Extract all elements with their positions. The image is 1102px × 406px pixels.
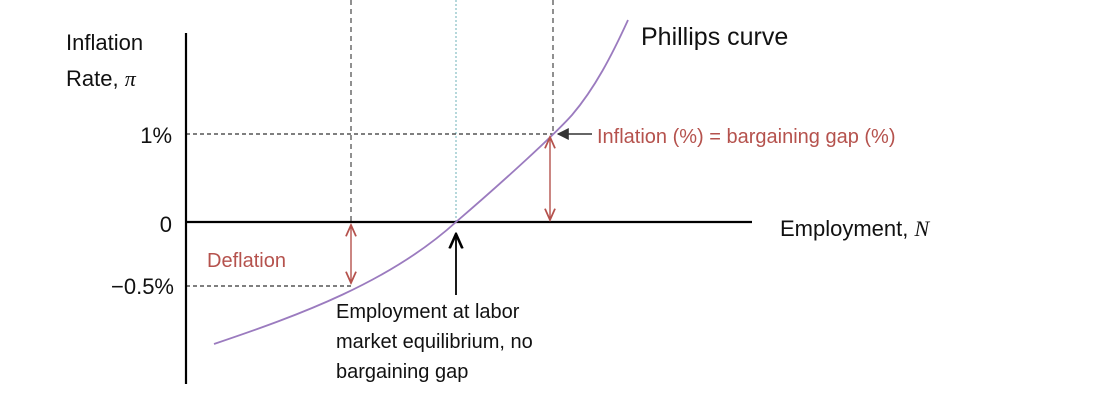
tick-label-minus-half: −0.5%	[111, 274, 174, 299]
x-axis-label: Employment, N	[780, 216, 931, 241]
equilibrium-label-line1: Employment at labor	[336, 301, 520, 323]
phillips-curve	[213, 19, 629, 345]
tick-label-zero: 0	[160, 212, 172, 237]
tick-label-1pct: 1%	[140, 123, 172, 148]
y-axis-label-line1: Inflation	[66, 30, 143, 55]
equilibrium-label-line3: bargaining gap	[336, 361, 468, 383]
y-axis-label-line2: Rate, π	[66, 66, 137, 91]
deflation-label: Deflation	[207, 250, 286, 272]
equilibrium-label-line2: market equilibrium, no	[336, 331, 533, 353]
inflation-gap-label: Inflation (%) = bargaining gap (%)	[597, 126, 896, 148]
phillips-curve-label: Phillips curve	[641, 23, 788, 51]
